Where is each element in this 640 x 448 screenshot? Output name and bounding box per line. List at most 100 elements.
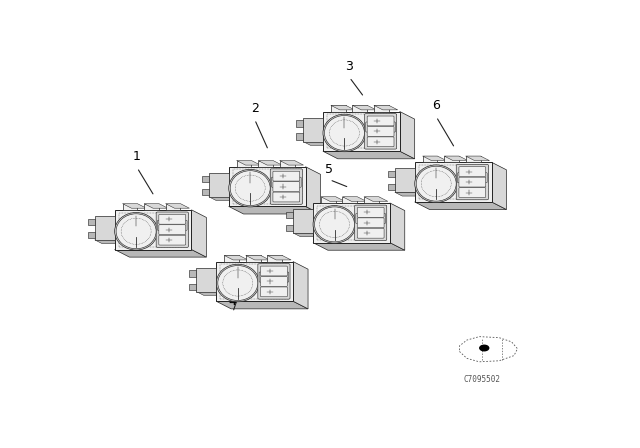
Polygon shape [122, 204, 147, 208]
Polygon shape [191, 210, 206, 257]
Polygon shape [395, 168, 415, 192]
Polygon shape [422, 156, 447, 160]
FancyBboxPatch shape [273, 181, 300, 191]
Polygon shape [293, 262, 308, 309]
Polygon shape [415, 202, 506, 210]
Polygon shape [353, 105, 367, 112]
FancyBboxPatch shape [270, 169, 303, 204]
Polygon shape [388, 171, 395, 177]
Polygon shape [88, 219, 95, 225]
Polygon shape [415, 162, 492, 202]
Polygon shape [364, 197, 379, 203]
Text: C7095502: C7095502 [463, 375, 500, 384]
Polygon shape [321, 197, 336, 203]
FancyBboxPatch shape [367, 126, 394, 136]
FancyBboxPatch shape [459, 188, 486, 198]
Polygon shape [466, 156, 490, 160]
Ellipse shape [230, 171, 270, 206]
Polygon shape [390, 203, 404, 250]
Polygon shape [189, 284, 196, 290]
Ellipse shape [416, 166, 456, 201]
FancyBboxPatch shape [367, 116, 394, 126]
Ellipse shape [415, 165, 458, 202]
Polygon shape [296, 134, 303, 140]
Polygon shape [189, 271, 196, 276]
Polygon shape [374, 105, 388, 112]
Polygon shape [286, 212, 293, 218]
Polygon shape [444, 156, 459, 162]
Polygon shape [196, 268, 216, 292]
Polygon shape [296, 121, 303, 126]
Ellipse shape [314, 207, 355, 242]
Text: 5: 5 [326, 163, 333, 176]
Text: 4: 4 [229, 295, 237, 308]
FancyBboxPatch shape [357, 228, 384, 238]
Polygon shape [313, 243, 404, 250]
FancyBboxPatch shape [273, 192, 300, 202]
Polygon shape [331, 105, 355, 110]
FancyBboxPatch shape [365, 122, 396, 132]
FancyBboxPatch shape [159, 225, 186, 235]
Polygon shape [305, 167, 321, 214]
FancyBboxPatch shape [357, 218, 384, 228]
Polygon shape [115, 210, 191, 250]
Polygon shape [258, 160, 282, 165]
FancyBboxPatch shape [355, 205, 387, 241]
Ellipse shape [324, 116, 364, 151]
FancyBboxPatch shape [458, 172, 487, 183]
FancyBboxPatch shape [459, 177, 486, 187]
FancyBboxPatch shape [271, 177, 301, 187]
Ellipse shape [480, 345, 489, 351]
Ellipse shape [313, 206, 356, 243]
Polygon shape [144, 204, 159, 210]
Text: 1: 1 [133, 151, 141, 164]
Polygon shape [202, 189, 209, 195]
FancyBboxPatch shape [258, 264, 290, 299]
Polygon shape [246, 255, 269, 260]
FancyBboxPatch shape [260, 276, 287, 286]
FancyBboxPatch shape [157, 220, 187, 230]
Polygon shape [224, 255, 248, 260]
Polygon shape [293, 233, 321, 237]
Polygon shape [280, 160, 294, 167]
Polygon shape [144, 204, 168, 208]
Polygon shape [400, 112, 415, 159]
Polygon shape [313, 203, 390, 243]
Polygon shape [268, 255, 291, 260]
Polygon shape [331, 105, 346, 112]
Polygon shape [166, 204, 189, 208]
Polygon shape [323, 112, 400, 151]
Polygon shape [492, 162, 506, 210]
FancyBboxPatch shape [357, 207, 384, 217]
Polygon shape [268, 255, 282, 262]
FancyBboxPatch shape [459, 167, 486, 177]
Polygon shape [374, 105, 397, 110]
Polygon shape [237, 160, 260, 165]
Polygon shape [216, 262, 293, 301]
Polygon shape [303, 142, 330, 145]
FancyBboxPatch shape [159, 214, 186, 224]
Polygon shape [166, 204, 180, 210]
Polygon shape [196, 292, 224, 295]
Polygon shape [342, 197, 357, 203]
FancyBboxPatch shape [356, 213, 385, 224]
FancyBboxPatch shape [156, 212, 188, 247]
Polygon shape [228, 167, 305, 207]
Polygon shape [202, 176, 209, 182]
Polygon shape [395, 192, 422, 196]
Ellipse shape [228, 169, 272, 207]
Polygon shape [280, 160, 303, 165]
Text: 3: 3 [346, 60, 353, 73]
Polygon shape [216, 301, 308, 309]
Text: 6: 6 [432, 99, 440, 112]
Polygon shape [422, 156, 438, 162]
Polygon shape [246, 255, 260, 262]
Ellipse shape [115, 212, 157, 250]
Text: 2: 2 [251, 102, 259, 115]
Polygon shape [115, 250, 206, 257]
Polygon shape [444, 156, 468, 160]
Polygon shape [388, 184, 395, 190]
FancyBboxPatch shape [259, 272, 289, 282]
Polygon shape [95, 240, 122, 244]
FancyBboxPatch shape [273, 171, 300, 181]
